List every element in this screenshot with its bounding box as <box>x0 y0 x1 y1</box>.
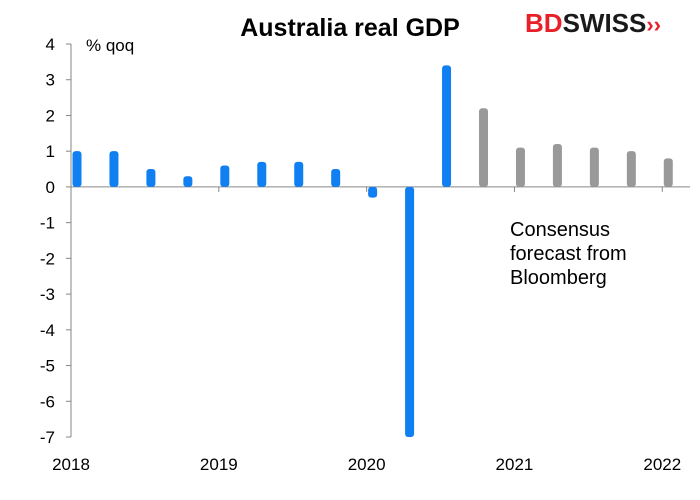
forecast-bar <box>589 147 599 187</box>
y-tick-label: -7 <box>40 428 55 447</box>
forecast-bar <box>552 144 562 187</box>
actual-bar <box>220 165 230 187</box>
axes <box>66 43 690 438</box>
y-axis-label: % qoq <box>86 36 135 55</box>
x-tick-label: 2021 <box>496 455 534 474</box>
y-tick-label: -6 <box>40 392 55 411</box>
annotation-line: Bloomberg <box>510 267 607 289</box>
y-tick-label: -1 <box>40 214 55 233</box>
actual-bar <box>257 161 267 187</box>
y-tick-label: 3 <box>46 71 55 90</box>
actual-bar <box>405 186 415 437</box>
actual-bar <box>368 186 378 198</box>
forecast-bar <box>663 158 673 187</box>
y-tick-label: -5 <box>40 357 55 376</box>
x-tick-labels: 2018 2019 2020 2021 2022 <box>52 455 681 474</box>
x-tick-label: 2020 <box>348 455 386 474</box>
annotation-line: Consensus <box>510 219 611 241</box>
y-tick-label: -3 <box>40 285 55 304</box>
actual-bar <box>146 169 156 187</box>
bdswiss-logo: BDSWISS›› <box>525 8 661 39</box>
x-tick-label: 2018 <box>52 455 90 474</box>
logo-text-bd: BD <box>525 8 563 38</box>
actual-bar <box>183 176 193 187</box>
y-tick-label: 0 <box>46 178 55 197</box>
chart-title: Australia real GDP <box>240 14 460 42</box>
actual-bar <box>109 151 119 187</box>
actual-bar <box>294 161 304 187</box>
y-tick-labels: 4 3 2 1 0 -1 -2 -3 -4 -5 -6 -7 <box>40 35 55 447</box>
x-tick-label: 2022 <box>643 455 681 474</box>
y-tick-label: 4 <box>46 35 55 54</box>
x-tick-label: 2019 <box>200 455 238 474</box>
bars <box>72 65 673 437</box>
actual-bar <box>442 65 452 187</box>
actual-bar <box>72 151 82 187</box>
annotation-line: forecast from <box>510 243 627 265</box>
forecast-bar <box>515 147 525 187</box>
y-tick-label: 2 <box>46 106 55 125</box>
forecast-annotation: Consensus forecast from Bloomberg <box>510 218 627 290</box>
forecast-bar <box>479 108 489 187</box>
actual-bar <box>331 169 341 187</box>
y-tick-label: 1 <box>46 142 55 161</box>
logo-text-swiss: SWISS <box>562 8 647 38</box>
logo-chevron-icon: ›› <box>646 12 662 37</box>
forecast-bar <box>626 151 636 187</box>
y-tick-label: -4 <box>40 321 55 340</box>
y-tick-label: -2 <box>40 249 55 268</box>
